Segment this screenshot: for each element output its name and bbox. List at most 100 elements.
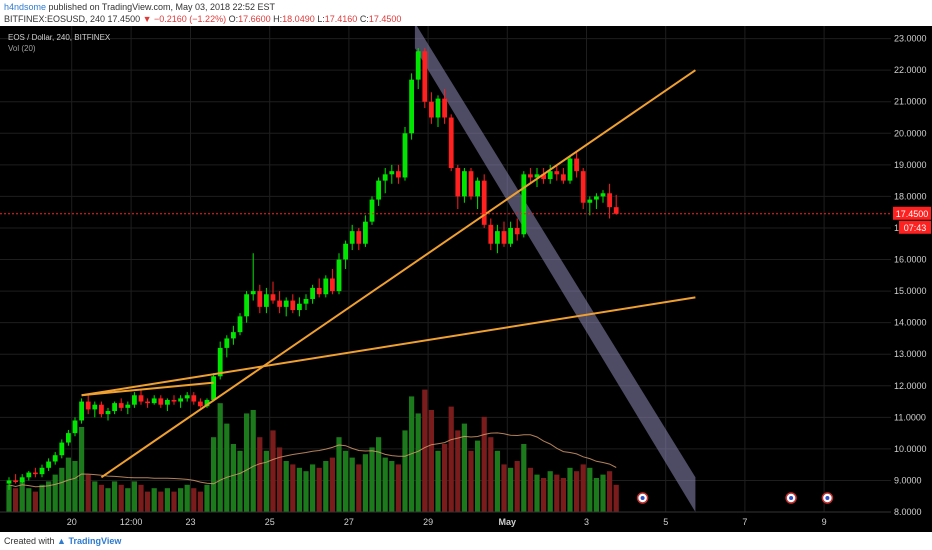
candle-body [501,231,507,244]
event-markers[interactable] [636,492,834,504]
volume-bar [6,484,12,512]
candle-body [165,399,170,405]
candle-body [224,338,230,348]
candle-body [237,316,243,333]
high-value: 18.0490 [282,14,315,24]
trendline [81,296,696,397]
candle-body [613,207,619,214]
price-tick-label: 14.0000 [894,318,927,328]
volume-bar [560,478,566,512]
candle-body [534,174,540,178]
price-tick-label: 8.0000 [894,507,922,517]
candle-body [303,298,309,304]
volume-bar [296,467,302,512]
last-price-marker: 17.4500 07:43 [893,206,931,234]
candle-body [448,117,454,169]
volume-bar [402,430,408,512]
volume-bar [217,403,223,512]
legend-pair: EOS / Dollar, 240, BITFINEX [8,33,111,42]
time-axis-labels: 20 12:00 23 25 27 29 May 3 5 7 9 [67,517,827,527]
candle-body [85,401,91,410]
volume-bar [508,467,514,512]
price-tick-label: 12.0000 [894,381,927,391]
candle-body [178,398,183,402]
candle-body [191,395,197,402]
volume-bar [211,437,217,512]
author-link[interactable]: h4ndsome [4,2,47,12]
candle-body [574,158,579,172]
volume-bar [19,481,25,512]
candle-body [257,291,263,307]
candle-body [521,174,527,235]
candle-body [330,278,335,292]
candle-body [72,420,78,434]
candle-body [19,477,25,483]
candle-body [363,221,368,244]
countdown-label: 07:43 [904,223,927,233]
symbol-label: BITFINEX:EOSUSD, 240 [4,14,106,24]
time-axis[interactable] [0,512,891,532]
candle-body [435,98,441,118]
volume-bar [607,471,613,512]
low-value: 17.4160 [324,14,358,24]
volume-bar [343,450,349,512]
event-marker-dot [789,496,794,500]
volume-bar [468,450,474,512]
volume-bar [488,437,494,512]
tradingview-brand[interactable]: TradingView [68,536,122,546]
candle-body [475,180,480,197]
volume-bar [415,413,421,512]
volume-bar [395,464,401,512]
volume-bar [191,488,197,512]
volume-bar [145,491,151,512]
candle-body [514,227,520,235]
candle-body [607,193,612,208]
volume-bar [184,484,190,512]
publication-line: h4ndsome published on TradingView.com, M… [4,2,275,12]
volume-bar [237,450,243,512]
volume-bar [277,447,283,512]
candle-body [587,199,593,203]
candle-body [323,278,329,295]
candlestick-chart[interactable]: 23.0000 22.0000 21.0000 20.0000 19.0000 18.00… [0,26,932,532]
price-axis[interactable] [891,26,932,532]
volume-bar [257,437,263,512]
descending-channel[interactable] [414,26,696,512]
volume-bar [118,484,124,512]
candle-body [171,399,177,402]
candle-body [290,300,296,311]
candle-body [455,168,461,197]
volume-bar [567,467,573,512]
candle-body [462,171,467,197]
volume-bar [230,444,236,512]
volume-bar [435,450,441,512]
volume-bar [554,474,560,512]
candle-body [59,442,65,456]
price-tick-label: 10.0000 [894,444,927,454]
countdown-box [899,220,931,234]
candle-body [33,472,38,475]
volume-bar [250,410,256,512]
volume-bar [98,484,104,512]
trendline [81,381,214,397]
price-tick-label: 18.0000 [894,191,927,201]
volume-bar [448,406,454,512]
last-price: 17.4500 [107,14,141,24]
price-tick-label: 22.0000 [894,65,927,75]
volume-bar [224,423,230,512]
candle-body [13,480,18,483]
volume-bar [455,430,461,512]
volume-bar [72,461,78,512]
candle-body [468,171,474,197]
candle-body [343,243,348,260]
volume-bar [593,478,599,512]
candle-body [310,287,315,299]
volume-bar [362,454,368,512]
candle-body [429,101,434,118]
candle-body [118,403,124,408]
volume-bar [131,481,137,512]
trendlines[interactable] [81,69,696,479]
price-tick-label: 13.0000 [894,349,927,359]
candle-body [217,347,223,377]
candle-body [297,303,302,311]
